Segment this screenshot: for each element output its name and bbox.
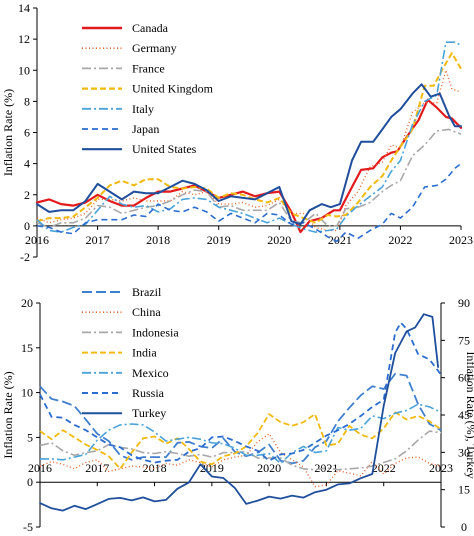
series-line-italy (36, 41, 462, 233)
x-tick-label: 2016 (28, 461, 52, 475)
x-tick-label: 2017 (85, 461, 109, 475)
x-tick-label: 2023 (429, 461, 453, 475)
x-tick-label: 2019 (207, 233, 231, 247)
y-tick-label: 10 (21, 386, 33, 400)
y-tick-label: -5 (23, 520, 33, 534)
y-right-tick-label: 0 (461, 520, 467, 534)
series-line-mexico (40, 403, 442, 465)
y-right-tick-label: 15 (458, 483, 470, 497)
series-line-canada (35, 98, 463, 234)
legend-label-russia: Russia (132, 386, 165, 400)
legend-label-brazil: Brazil (132, 285, 162, 299)
y-tick-label: 12 (18, 32, 30, 46)
top-chart: -2 0 2 4 6 8 10 12 14 2016 2017 2018 2019 2020 2021 202… (1, 1, 473, 264)
bottom-chart: -5 0 5 10 15 20 0 15 30 45 60 75 90 Inflation Rate (%… (1, 285, 474, 534)
y-right-tick-label: 90 (458, 296, 470, 310)
y-tick-label: 6 (24, 126, 30, 140)
y-tick-label: 4 (24, 157, 30, 171)
y-tick-label: 5 (27, 430, 33, 444)
legend-label-united-states: United States (132, 142, 197, 156)
legend-label-japan: Japan (132, 122, 159, 136)
y-right-tick-label: 75 (458, 333, 470, 347)
x-tick-label: 2016 (25, 233, 49, 247)
y-axis-label: Inflation Rate (%) (1, 371, 15, 458)
legend-label-india: India (132, 346, 157, 360)
y-tick-label: 15 (21, 341, 33, 355)
series-line-russia (39, 321, 442, 464)
legend-label-france: France (132, 61, 165, 75)
legend-label-mexico: Mexico (132, 366, 169, 380)
series-line-brazil (39, 372, 442, 465)
y-right-tick-label: 30 (458, 445, 470, 459)
series-line-india (39, 411, 442, 470)
series-line-france (36, 128, 462, 229)
x-tick-label: 2018 (146, 233, 170, 247)
y-tick-label: -2 (20, 250, 30, 264)
y-tick-label: 2 (24, 188, 30, 202)
y-tick-label: 10 (18, 63, 30, 77)
y-tick-label: 0 (27, 475, 33, 489)
x-tick-label: 2022 (388, 233, 412, 247)
y-axis-right-label: Inflation Rate (%), Turkey (464, 351, 474, 478)
legend-label-italy: Italy (132, 102, 154, 116)
y-tick-label: 20 (21, 296, 33, 310)
legend-label-indonesia: Indonesia (132, 325, 179, 339)
series-line-turkey (39, 313, 439, 512)
y-tick-label: 8 (24, 94, 30, 108)
y-right-tick-label: 45 (458, 408, 470, 422)
y-axis-label: Inflation Rate (%) (1, 89, 15, 176)
legend-label-canada: Canada (132, 21, 169, 35)
x-tick-label: 2023 (449, 233, 473, 247)
y-right-tick-label: 60 (458, 371, 470, 385)
x-tick-label: 2021 (314, 461, 338, 475)
legend-label-china: China (132, 305, 161, 319)
x-tick-label: 2017 (86, 233, 110, 247)
legend-label-turkey: Turkey (132, 406, 166, 420)
x-tick-label: 2018 (143, 461, 167, 475)
x-tick-label: 2021 (328, 233, 352, 247)
x-tick-label: 2020 (267, 233, 291, 247)
legend-label-germany: Germany (132, 41, 177, 55)
legend-label-united-kingdom: United Kingdom (132, 82, 214, 96)
series-line-united-states (36, 83, 462, 226)
x-tick-label: 2020 (257, 461, 281, 475)
series-line-united-kingdom (36, 52, 462, 224)
y-tick-label: 0 (24, 219, 30, 233)
x-tick-label: 2022 (372, 461, 396, 475)
y-tick-label: 14 (18, 1, 30, 15)
series-line-japan (36, 162, 462, 243)
